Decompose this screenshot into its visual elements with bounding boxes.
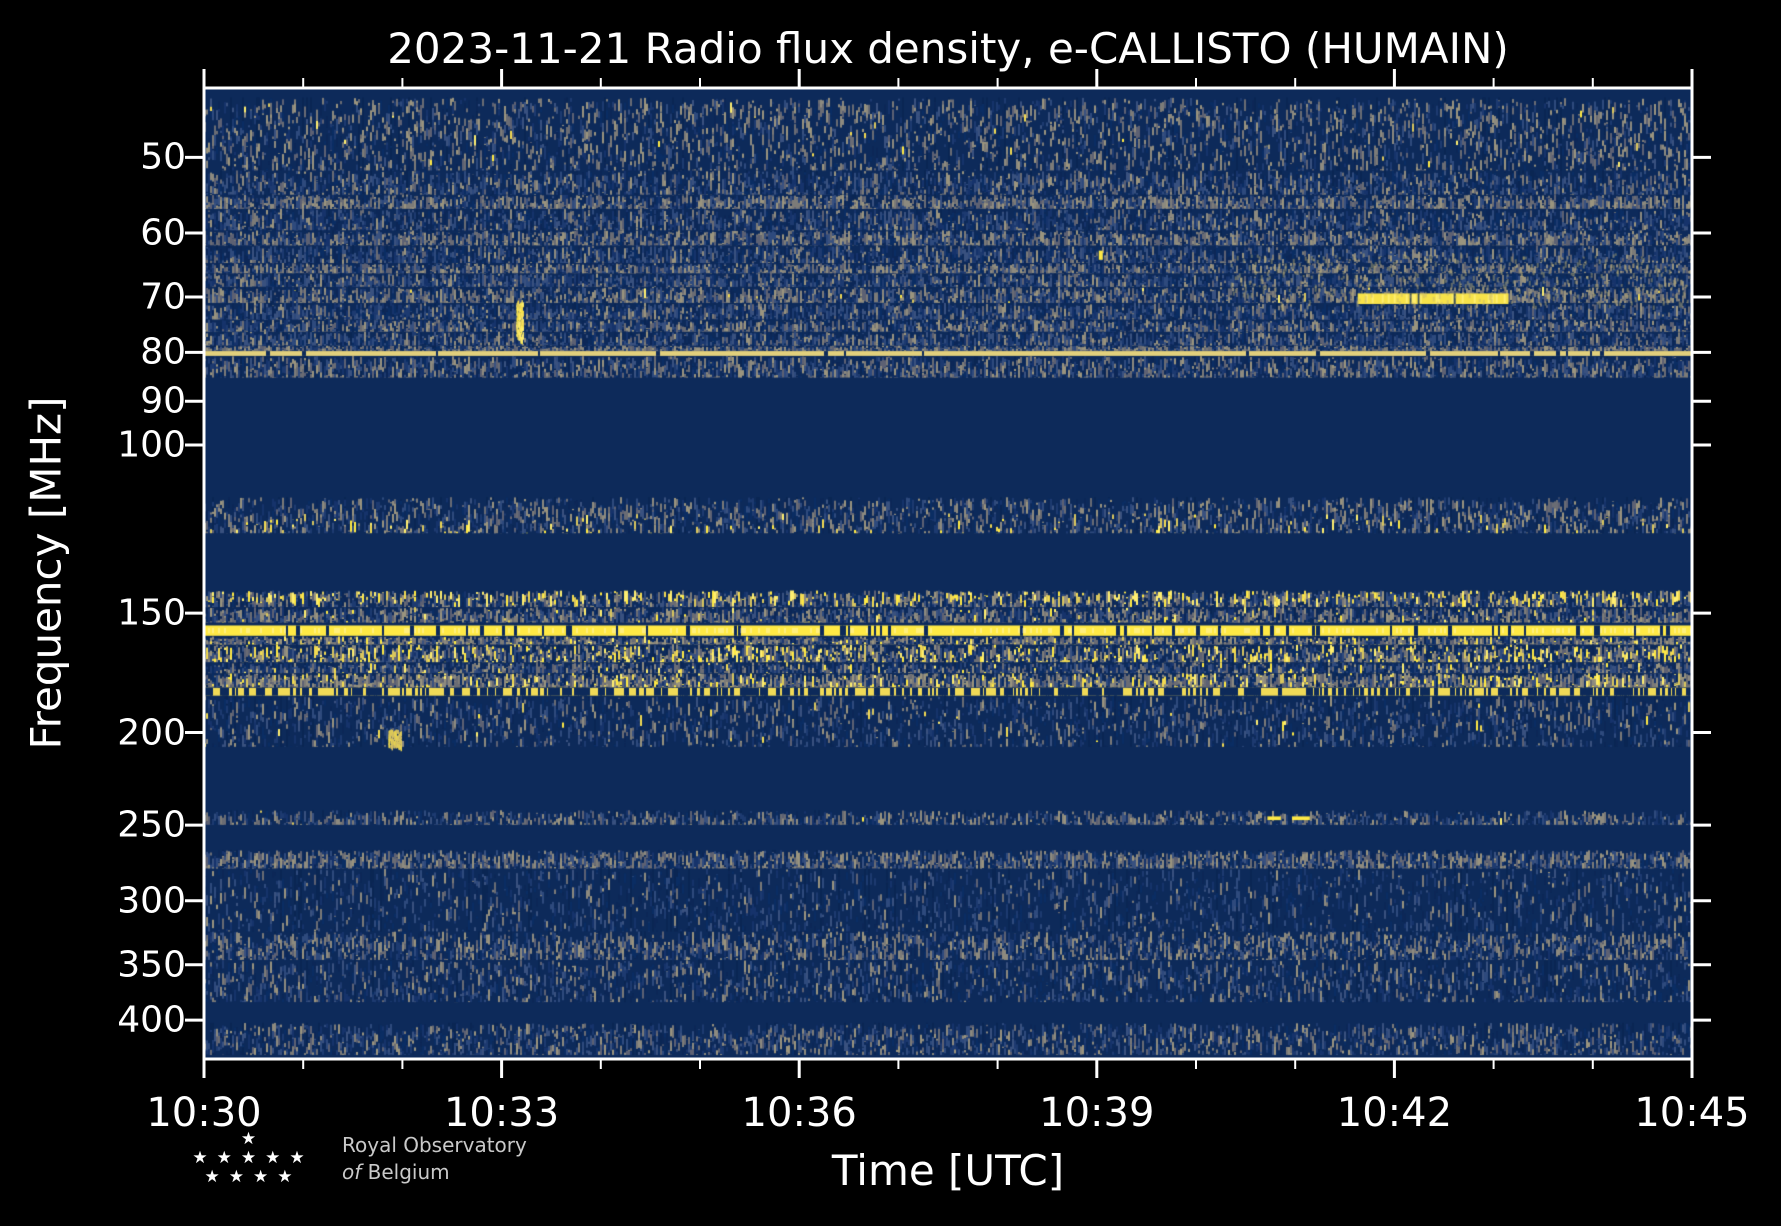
y-tick-label: 50: [140, 136, 186, 178]
logo-text-of: of: [342, 1159, 362, 1184]
star-row-icon: ★★★★: [204, 1167, 302, 1187]
y-tick-label: 150: [117, 592, 186, 634]
y-tick-label: 400: [117, 999, 186, 1041]
y-tick-label: 350: [117, 944, 186, 986]
star-row-icon: ★★★★★: [192, 1148, 314, 1168]
logo-text-line1: Royal Observatory: [342, 1132, 527, 1157]
x-tick-label: 10:42: [1336, 1090, 1453, 1136]
y-tick-label: 60: [140, 212, 186, 254]
logo-text-line2: of Belgium: [342, 1159, 527, 1186]
x-tick-label: 10:39: [1039, 1090, 1155, 1136]
rob-logo-text: Royal Observatory of Belgium: [342, 1132, 527, 1186]
rob-logo: ★ ★★★★★ ★★★★ Royal Observatory of Belgium: [178, 1130, 527, 1187]
y-tick-label: 90: [140, 380, 186, 422]
y-tick-label: 250: [117, 804, 186, 846]
rob-logo-stars-icon: ★ ★★★★★ ★★★★: [178, 1130, 328, 1187]
y-tick-label: 80: [140, 331, 186, 373]
star-row-icon: ★: [240, 1129, 266, 1149]
x-tick-label: 10:36: [741, 1090, 857, 1136]
chart-title: 2023-11-21 Radio flux density, e-CALLIST…: [387, 24, 1509, 73]
logo-text-belgium: Belgium: [367, 1159, 450, 1184]
y-tick-label: 70: [140, 276, 186, 318]
y-tick-label: 100: [117, 424, 186, 466]
x-axis-label: Time [UTC]: [831, 1146, 1065, 1195]
y-tick-label: 200: [117, 712, 186, 754]
y-tick-label: 300: [117, 880, 186, 922]
x-tick-label: 10:30: [146, 1090, 262, 1136]
x-tick-label: 10:45: [1634, 1090, 1750, 1136]
spectrogram-heatmap: [204, 88, 1692, 1059]
x-tick-label: 10:33: [443, 1090, 560, 1136]
